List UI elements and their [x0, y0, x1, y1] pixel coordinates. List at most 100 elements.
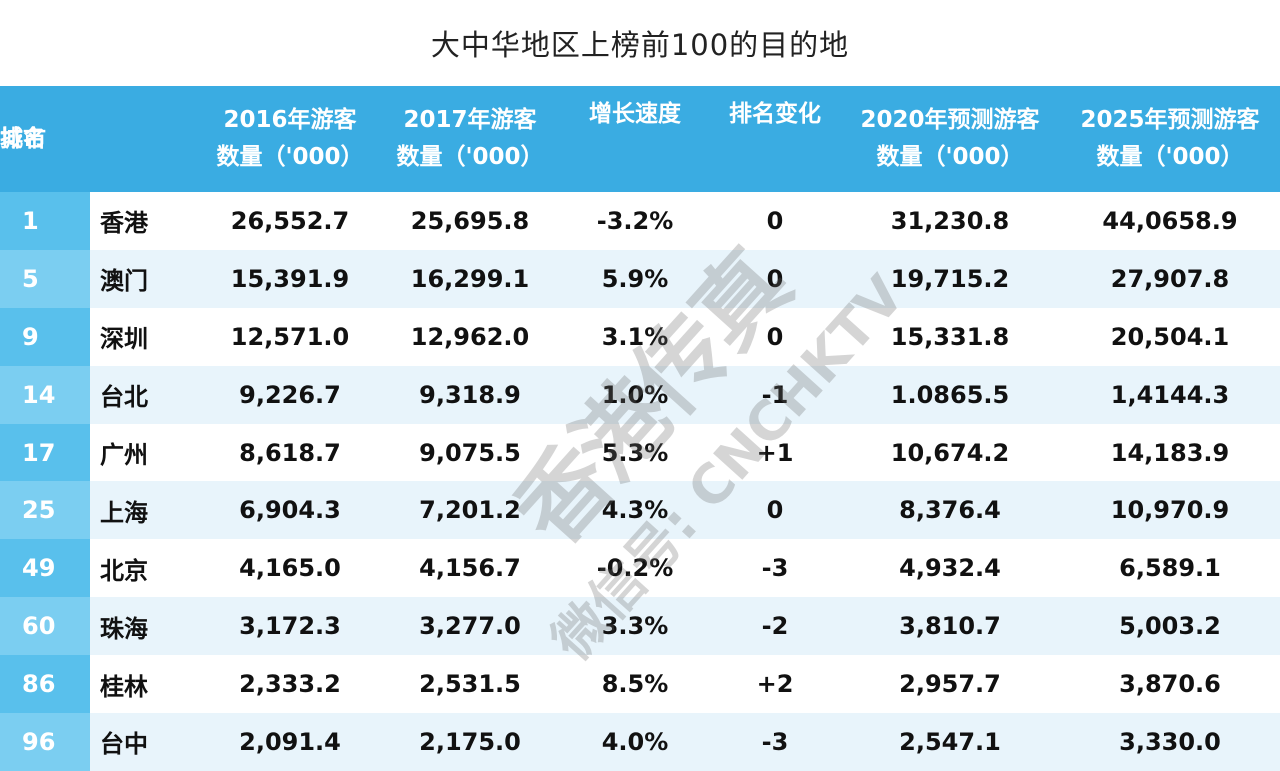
visitors-2016-cell: 6,904.3	[200, 481, 380, 540]
header-city-label: 城市	[0, 125, 46, 152]
header-2016-visitors: 2016年游客 数量（'000）	[200, 86, 380, 192]
rank-cell: 14	[0, 365, 90, 424]
table-row: 9 深圳 12,571.0 12,962.0 3.1% 0 15,331.8 2…	[0, 307, 1280, 366]
visitors-2017-cell: 25,695.8	[380, 192, 560, 250]
rank-cell: 9	[0, 307, 90, 366]
header-growth: 增长速度	[560, 86, 710, 192]
growth-cell: 4.0%	[560, 713, 710, 771]
visitors-2017-cell: 4,156.7	[380, 539, 560, 598]
table-row: 25 上海 6,904.3 7,201.2 4.3% 0 8,376.4 10,…	[0, 481, 1280, 540]
city-cell: 台中	[90, 713, 200, 771]
visitors-2016-cell: 2,333.2	[200, 655, 380, 714]
forecast-2025-cell: 6,589.1	[1060, 539, 1280, 598]
header-2016-line1: 2016年游客	[223, 107, 357, 133]
forecast-2020-cell: 8,376.4	[840, 481, 1060, 540]
visitors-2017-cell: 16,299.1	[380, 249, 560, 308]
header-2017-visitors: 2017年游客 数量（'000）	[380, 86, 560, 192]
forecast-2025-cell: 10,970.9	[1060, 481, 1280, 540]
city-cell: 香港	[90, 192, 200, 250]
rank-change-cell: -3	[710, 713, 840, 771]
header-2020-forecast: 2020年预测游客 数量（'000）	[840, 86, 1060, 192]
growth-cell: 5.9%	[560, 249, 710, 308]
rank-cell: 49	[0, 539, 90, 598]
forecast-2020-cell: 2,957.7	[840, 655, 1060, 714]
rank-cell: 86	[0, 655, 90, 714]
forecast-2020-cell: 3,810.7	[840, 597, 1060, 656]
rank-change-cell: 0	[710, 192, 840, 250]
visitors-2016-cell: 15,391.9	[200, 249, 380, 308]
visitors-2017-cell: 2,175.0	[380, 713, 560, 771]
forecast-2020-cell: 31,230.8	[840, 192, 1060, 250]
rank-change-cell: -1	[710, 365, 840, 424]
growth-cell: 3.1%	[560, 307, 710, 366]
header-rank: 排名	[0, 86, 90, 192]
growth-cell: -3.2%	[560, 192, 710, 250]
header-2025-line2: 数量（'000）	[1096, 144, 1244, 170]
forecast-2020-cell: 15,331.8	[840, 307, 1060, 366]
visitors-2016-cell: 9,226.7	[200, 365, 380, 424]
visitors-2017-cell: 9,318.9	[380, 365, 560, 424]
rank-change-cell: -2	[710, 597, 840, 656]
forecast-2025-cell: 3,330.0	[1060, 713, 1280, 771]
rank-cell: 96	[0, 713, 90, 771]
forecast-2025-cell: 27,907.8	[1060, 249, 1280, 308]
growth-cell: 3.3%	[560, 597, 710, 656]
rank-change-cell: +2	[710, 655, 840, 714]
forecast-2020-cell: 19,715.2	[840, 249, 1060, 308]
visitors-2016-cell: 12,571.0	[200, 307, 380, 366]
header-2025-forecast: 2025年预测游客 数量（'000）	[1060, 86, 1280, 192]
header-city: 城市	[0, 86, 200, 192]
table-row: 60 珠海 3,172.3 3,277.0 3.3% -2 3,810.7 5,…	[0, 597, 1280, 656]
city-cell: 桂林	[90, 655, 200, 714]
rank-cell: 60	[0, 597, 90, 656]
forecast-2020-cell: 10,674.2	[840, 423, 1060, 482]
header-2020-line1: 2020年预测游客	[860, 107, 1040, 133]
visitors-2017-cell: 12,962.0	[380, 307, 560, 366]
city-cell: 北京	[90, 539, 200, 598]
table-body: 1 香港 26,552.7 25,695.8 -3.2% 0 31,230.8 …	[0, 192, 1280, 771]
visitors-2017-cell: 2,531.5	[380, 655, 560, 714]
rank-change-cell: 0	[710, 481, 840, 540]
table-row: 86 桂林 2,333.2 2,531.5 8.5% +2 2,957.7 3,…	[0, 655, 1280, 714]
visitors-2017-cell: 7,201.2	[380, 481, 560, 540]
rank-cell: 5	[0, 249, 90, 308]
forecast-2025-cell: 20,504.1	[1060, 307, 1280, 366]
growth-cell: -0.2%	[560, 539, 710, 598]
rank-change-cell: -3	[710, 539, 840, 598]
city-cell: 上海	[90, 481, 200, 540]
city-cell: 澳门	[90, 249, 200, 308]
rank-cell: 25	[0, 481, 90, 540]
destinations-table: 排名 城市 2016年游客 数量（'000） 2017年游客 数量（'000） …	[0, 86, 1280, 771]
visitors-2016-cell: 26,552.7	[200, 192, 380, 250]
rank-change-cell: 0	[710, 249, 840, 308]
growth-cell: 8.5%	[560, 655, 710, 714]
table-row: 1 香港 26,552.7 25,695.8 -3.2% 0 31,230.8 …	[0, 192, 1280, 250]
rank-change-cell: 0	[710, 307, 840, 366]
forecast-2025-cell: 3,870.6	[1060, 655, 1280, 714]
city-cell: 广州	[90, 423, 200, 482]
visitors-2016-cell: 3,172.3	[200, 597, 380, 656]
city-cell: 深圳	[90, 307, 200, 366]
header-2016-line2: 数量（'000）	[216, 144, 364, 170]
visitors-2016-cell: 2,091.4	[200, 713, 380, 771]
visitors-2017-cell: 3,277.0	[380, 597, 560, 656]
header-2017-line1: 2017年游客	[403, 107, 537, 133]
growth-cell: 4.3%	[560, 481, 710, 540]
forecast-2020-cell: 1.0865.5	[840, 365, 1060, 424]
visitors-2016-cell: 8,618.7	[200, 423, 380, 482]
rank-cell: 1	[0, 192, 90, 250]
city-cell: 珠海	[90, 597, 200, 656]
forecast-2025-cell: 5,003.2	[1060, 597, 1280, 656]
table-row: 49 北京 4,165.0 4,156.7 -0.2% -3 4,932.4 6…	[0, 539, 1280, 598]
header-2020-line2: 数量（'000）	[876, 144, 1024, 170]
page-title: 大中华地区上榜前100的目的地	[430, 28, 850, 62]
forecast-2020-cell: 2,547.1	[840, 713, 1060, 771]
header-rank-change: 排名变化	[710, 86, 840, 192]
growth-cell: 5.3%	[560, 423, 710, 482]
rank-change-cell: +1	[710, 423, 840, 482]
table-row: 14 台北 9,226.7 9,318.9 1.0% -1 1.0865.5 1…	[0, 365, 1280, 424]
header-2017-line2: 数量（'000）	[396, 144, 544, 170]
forecast-2025-cell: 14,183.9	[1060, 423, 1280, 482]
city-cell: 台北	[90, 365, 200, 424]
table-row: 96 台中 2,091.4 2,175.0 4.0% -3 2,547.1 3,…	[0, 713, 1280, 771]
